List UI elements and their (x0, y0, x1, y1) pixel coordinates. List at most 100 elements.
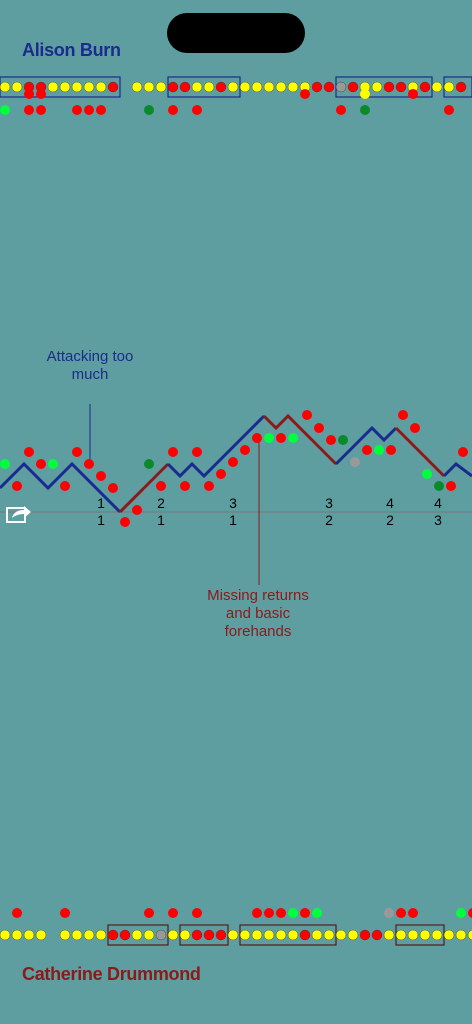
point-dot (24, 89, 34, 99)
trend-segment (0, 461, 122, 514)
point-dot (383, 81, 395, 93)
point-dot (84, 105, 94, 115)
momentum-dot (410, 423, 420, 433)
share-icon[interactable] (4, 500, 34, 526)
momentum-dot (12, 481, 22, 491)
point-dot (252, 908, 262, 918)
point-dot (168, 908, 178, 918)
momentum-dot (252, 433, 262, 443)
score-top-label: 1 (97, 495, 105, 511)
point-dot (395, 81, 407, 93)
point-dot (59, 81, 71, 93)
point-dot (168, 105, 178, 115)
momentum-dot (314, 423, 324, 433)
point-dot (300, 908, 310, 918)
point-dot (287, 929, 299, 941)
point-dot (455, 929, 467, 941)
score-top-label: 4 (434, 495, 442, 511)
point-dot (179, 81, 191, 93)
point-dot (455, 81, 467, 93)
point-dot (312, 908, 322, 918)
point-dot (456, 908, 466, 918)
trend-segment (442, 462, 472, 478)
point-dot (83, 929, 95, 941)
point-dot (444, 105, 454, 115)
point-dot (371, 81, 383, 93)
score-bottom-label: 2 (386, 512, 394, 528)
point-dot (36, 105, 46, 115)
point-dot (71, 81, 83, 93)
point-dot (408, 908, 418, 918)
momentum-dot (60, 481, 70, 491)
point-dot (131, 81, 143, 93)
point-dot (419, 929, 431, 941)
momentum-dot (192, 447, 202, 457)
point-dot (96, 105, 106, 115)
momentum-dot (108, 483, 118, 493)
score-bottom-label: 3 (434, 512, 442, 528)
point-dot (95, 929, 107, 941)
point-dot (323, 81, 335, 93)
point-dot (276, 908, 286, 918)
point-dot (203, 81, 215, 93)
point-dot (407, 929, 419, 941)
point-dot (11, 929, 23, 941)
momentum-dots (0, 410, 468, 527)
point-dot (36, 89, 46, 99)
point-dot (263, 929, 275, 941)
point-dot (300, 89, 310, 99)
momentum-dot (350, 457, 360, 467)
point-dot (336, 105, 346, 115)
momentum-dot (288, 433, 298, 443)
momentum-dot (180, 481, 190, 491)
point-dot (383, 929, 395, 941)
trend-segment (262, 413, 338, 466)
momentum-dot (48, 459, 58, 469)
top-player-name: Alison Burn (22, 40, 121, 60)
point-dot (275, 81, 287, 93)
point-dot (347, 81, 359, 93)
point-dot (288, 908, 298, 918)
momentum-dot (72, 447, 82, 457)
momentum-dot (204, 481, 214, 491)
point-dot (107, 81, 119, 93)
point-dot (264, 908, 274, 918)
momentum-dot (84, 459, 94, 469)
point-dot (0, 81, 11, 93)
point-dot (191, 929, 203, 941)
point-dot (215, 929, 227, 941)
momentum-dot (240, 445, 250, 455)
momentum-dot (36, 459, 46, 469)
point-dot (24, 105, 34, 115)
score-bottom-label: 2 (325, 512, 333, 528)
trend-segment (394, 426, 446, 478)
point-dot (311, 81, 323, 93)
point-dot (119, 929, 131, 941)
bottom-player-name: Catherine Drummond (22, 964, 201, 984)
point-dot (360, 105, 370, 115)
momentum-dot (120, 517, 130, 527)
point-dot (192, 908, 202, 918)
point-dot (227, 81, 239, 93)
point-dot (71, 929, 83, 941)
point-dot (275, 929, 287, 941)
momentum-dot (374, 445, 384, 455)
point-dot (155, 81, 167, 93)
momentum-dot (156, 481, 166, 491)
momentum-dot (302, 410, 312, 420)
point-dot (323, 929, 335, 941)
point-dot (419, 81, 431, 93)
score-bottom-label: 1 (157, 512, 165, 528)
point-dot (143, 929, 155, 941)
point-dot (335, 929, 347, 941)
point-dot (23, 929, 35, 941)
momentum-dot (264, 433, 274, 443)
point-dot (287, 81, 299, 93)
momentum-dot (276, 433, 286, 443)
dynamic-island (167, 13, 305, 53)
point-dot (95, 81, 107, 93)
score-top-label: 3 (325, 495, 333, 511)
score-top-label: 4 (386, 495, 394, 511)
point-dot (144, 908, 154, 918)
top-point-strip (0, 76, 472, 115)
